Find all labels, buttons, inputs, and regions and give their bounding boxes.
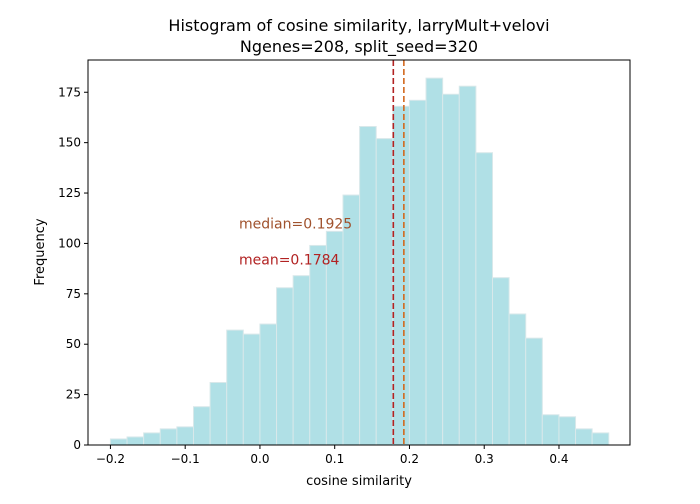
histogram-bar [408,99,427,446]
plot-frame [87,59,631,446]
chart-subtitle: Ngenes=208, split_seed=320 [240,37,478,57]
x-axis: −0.2 −0.1 0.0 0.1 0.2 0.3 0.4 [96,445,569,466]
histogram-bar [292,275,311,446]
histogram-bar [575,428,593,446]
x-tick-label: 0.3 [475,452,494,466]
histogram-bar [159,428,178,446]
histogram-bar [143,432,161,446]
y-tick-label: 75 [66,287,81,301]
histogram-bar [475,152,493,446]
histogram-bar [209,382,228,446]
y-tick-label: 150 [58,136,81,150]
stat-annotation: mean=0.1784 [239,253,340,269]
annotations-group: median=0.1925 mean=0.1784 [239,216,352,268]
histogram-bar [259,323,278,446]
chart-title: Histogram of cosine similarity, larryMul… [168,16,549,35]
histogram-bar [442,93,460,446]
y-axis: 0 25 50 75 100 125 150 175 [58,85,88,452]
histogram-bar [491,277,510,446]
histogram-bar [558,416,577,446]
histogram-bar [392,105,410,446]
histogram-bar [109,438,128,446]
x-tick-label: −0.1 [171,452,200,466]
histogram-bar [242,333,261,446]
histogram-bar [525,337,543,446]
histogram-bar [176,426,194,446]
x-tick-label: 0.1 [325,452,344,466]
histogram-bar [458,85,477,446]
x-tick-label: −0.2 [96,452,125,466]
histogram-bar [309,244,327,446]
bars-group [109,77,610,446]
histogram-bar [508,313,527,446]
histogram-bar [276,287,294,446]
x-tick-label: 0.0 [250,452,269,466]
histogram-bar [541,414,560,446]
x-tick-label: 0.2 [400,452,419,466]
y-tick-label: 100 [58,236,81,250]
histogram-bar [342,194,361,446]
y-tick-label: 0 [73,438,81,452]
histogram-bar [226,329,244,446]
y-tick-label: 25 [66,388,81,402]
reference-lines-group [392,60,405,445]
x-axis-label: cosine similarity [306,474,412,489]
x-tick-label: 0.4 [549,452,568,466]
y-axis-label: Frequency [33,218,48,285]
histogram-bar [425,77,444,446]
y-tick-label: 125 [58,186,81,200]
y-tick-label: 175 [58,85,81,99]
histogram-bar [192,406,211,446]
stat-annotation: median=0.1925 [239,216,352,232]
histogram-bar [591,432,610,446]
y-tick-label: 50 [66,337,81,351]
histogram-bar [375,138,394,446]
histogram-bar [126,436,145,446]
histogram-bar [359,126,377,446]
